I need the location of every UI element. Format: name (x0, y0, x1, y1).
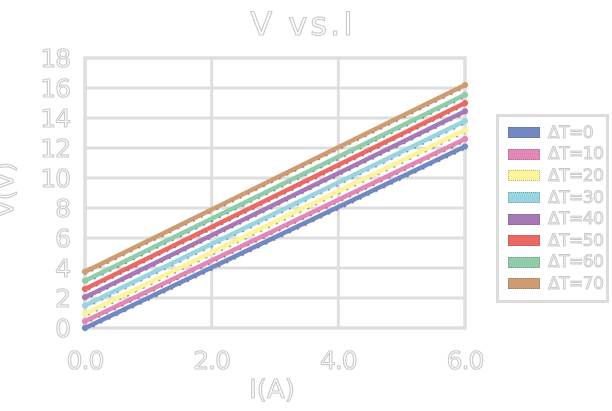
legend-item-label: ΔT=30 (547, 187, 604, 208)
legend-swatch (508, 235, 540, 247)
series-sketch-edge (84, 132, 466, 318)
series-endpoint-marker (461, 99, 469, 107)
legend-swatch (508, 127, 540, 139)
legend-item: ΔT=60 (499, 252, 606, 274)
series-endpoint-marker (81, 268, 89, 275)
series-sketch-edge (84, 96, 466, 285)
y-tick-label: 18 (40, 44, 70, 73)
legend-item-label: ΔT=60 (547, 252, 604, 273)
chart-title: V vs.I (250, 5, 355, 43)
series-line (82, 82, 468, 274)
series-endpoint-marker (81, 302, 89, 309)
legend-swatch (508, 278, 540, 290)
y-tick-label: 0 (55, 314, 70, 343)
y-tick-label: 6 (55, 224, 70, 253)
series-sketch-edge (84, 105, 466, 293)
y-tick-label: 2 (55, 284, 70, 313)
series-endpoint-marker (81, 318, 89, 325)
legend-item: ΔT=10 (499, 144, 606, 166)
series-line (82, 144, 468, 331)
legend-swatch (508, 170, 540, 182)
series-endpoint-marker (81, 294, 89, 301)
series-endpoint-marker (461, 135, 469, 143)
x-tick-label: 6.0 (447, 346, 484, 375)
legend-item: ΔT=30 (499, 187, 606, 209)
x-tick-label: 4.0 (320, 346, 357, 375)
series-line (82, 118, 468, 308)
legend-swatch (508, 213, 540, 225)
x-tick-label: 0.0 (67, 346, 104, 375)
legend-item: ΔT=20 (499, 165, 606, 187)
legend: ΔT=0 ΔT=10 ΔT=20 ΔT=30 ΔT=40 ΔT=50 ΔT=60 ΔT=70 (496, 114, 609, 303)
series-endpoint-marker (461, 91, 469, 98)
x-tick-label: 2.0 (193, 346, 230, 375)
legend-item-label: ΔT=20 (547, 165, 604, 186)
plot-frame (83, 56, 467, 330)
legend-item-label: ΔT=40 (547, 209, 604, 230)
legend-item-label: ΔT=10 (547, 144, 604, 165)
y-tick-label: 12 (40, 134, 70, 163)
legend-swatch (508, 192, 540, 204)
series-sketch-edge (84, 87, 466, 276)
x-axis-label: I(A) (249, 375, 295, 405)
series-endpoint-marker (81, 285, 89, 293)
y-axis-label: V(V) (0, 162, 20, 218)
series-sketch-edge (84, 148, 466, 332)
y-tick-label: 8 (55, 194, 70, 223)
series-endpoint-marker (461, 117, 469, 125)
series-endpoint-marker (81, 310, 89, 317)
series-endpoint-marker (81, 277, 89, 284)
y-tick-label: 10 (40, 164, 70, 193)
series-endpoint-marker (461, 108, 469, 115)
legend-item-label: ΔT=50 (547, 230, 604, 251)
series-endpoint-marker (461, 143, 469, 150)
series-line (82, 136, 468, 324)
legend-swatch (508, 148, 540, 160)
series-sketch-edge (84, 123, 466, 309)
y-tick-label: 14 (40, 104, 70, 133)
series-line (82, 100, 468, 292)
series-line (82, 92, 468, 283)
series-line (82, 127, 468, 316)
legend-swatch (508, 256, 540, 268)
legend-item-label: ΔT=0 (547, 122, 594, 143)
series-endpoint-marker (461, 126, 469, 134)
y-tick-label: 16 (40, 74, 70, 103)
legend-item: ΔT=50 (499, 230, 606, 252)
legend-item: ΔT=0 (499, 122, 606, 144)
series-line (82, 109, 468, 300)
series-endpoint-marker (461, 81, 469, 89)
legend-item-label: ΔT=70 (547, 273, 604, 294)
series-endpoint-marker (81, 324, 89, 332)
y-tick-label: 4 (55, 254, 70, 283)
legend-item: ΔT=70 (499, 273, 606, 295)
legend-item: ΔT=40 (499, 208, 606, 230)
